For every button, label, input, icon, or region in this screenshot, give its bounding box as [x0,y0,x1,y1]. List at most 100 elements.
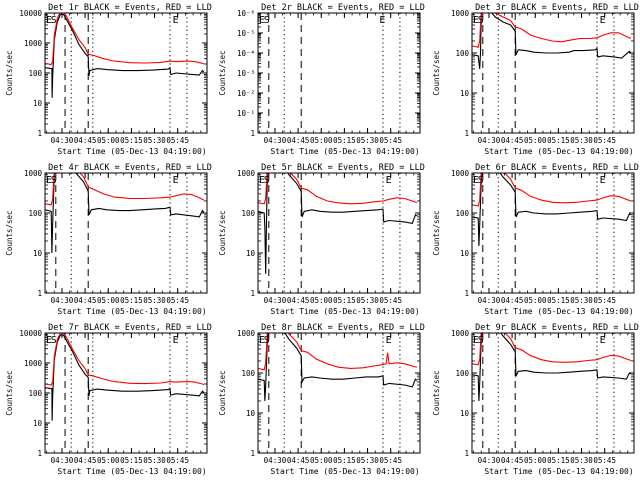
plot-frame [44,12,208,134]
x-tick-label: 04:45 [74,456,97,465]
marker-e: E [473,15,479,26]
y-tick-label: 10 [33,419,43,428]
x-tick-label: 04:45 [287,296,310,305]
x-tick-label: 05:30 [570,136,593,145]
x-tick-label: 05:30 [143,456,166,465]
plot-frame [257,12,421,134]
marker-e: E [600,175,606,186]
x-tick-label: 04:30 [264,136,287,145]
panel-title: Det 4r BLACK = Events, RED = LLD [48,163,212,173]
marker-s: S [51,335,57,346]
x-tick-label: 04:45 [501,296,524,305]
x-tick-label: 05:00 [524,136,547,145]
x-tick-label: 05:00 [310,456,333,465]
lld-series-line [258,173,418,205]
lld-series-line [258,333,418,371]
y-tick-label: 1000 [24,169,43,178]
y-axis-label: Counts/sec [5,370,14,415]
x-tick-label: 04:30 [478,296,501,305]
x-tick-label: 04:30 [264,296,287,305]
panel-det-6: Det 6r BLACK = Events, RED = LLD Counts/s… [432,163,639,316]
y-tick-label: 10 [33,99,43,108]
y-tick-label: 1 [464,449,469,458]
marker-e: E [473,335,479,346]
x-tick-label: 04:30 [51,296,74,305]
x-tick-label: 04:30 [478,456,501,465]
y-tick-label: 1000 [237,329,256,338]
x-axis-label: Start Time (05-Dec-13 04:19:00) [57,147,206,156]
x-tick-label: 05:15 [120,456,143,465]
y-tick-label: 1000 [24,359,43,368]
y-axis-label: Counts/sec [218,210,227,255]
x-tick-label: 05:15 [547,136,570,145]
x-tick-label: 05:30 [356,296,379,305]
marker-s: S [51,175,57,186]
marker-e: E [379,15,385,26]
x-tick-label: 05:30 [570,296,593,305]
y-tick-label: 100 [241,369,255,378]
y-tick-label: 1 [250,289,255,298]
y-tick-label: 100 [455,49,469,58]
x-tick-label: 05:45 [166,296,189,305]
panel-det-8: Det 8r BLACK = Events, RED = LLD Counts/s… [218,323,425,476]
y-tick-label: 10 [33,249,43,258]
marker-s: S [478,335,484,346]
y-tick-label: 1000 [451,9,470,18]
x-tick-label: 04:30 [264,456,287,465]
x-axis-label: Start Time (05-Dec-13 04:19:00) [270,147,419,156]
x-tick-label: 04:30 [478,136,501,145]
panel-det-4: Det 4r BLACK = Events, RED = LLD Counts/s… [5,163,212,316]
marker-e: E [473,175,479,186]
events-series-line [258,333,418,402]
x-axis-label: Start Time (05-Dec-13 04:19:00) [484,147,633,156]
x-tick-label: 04:45 [501,136,524,145]
y-tick-label: 100 [28,209,42,218]
x-tick-label: 05:15 [333,456,356,465]
y-axis-label: Counts/sec [432,50,441,95]
x-tick-label: 05:45 [166,136,189,145]
x-tick-label: 05:00 [310,136,333,145]
x-tick-label: 04:30 [51,456,74,465]
y-tick-label: 100 [28,389,42,398]
x-tick-label: 05:45 [166,456,189,465]
x-tick-label: 05:00 [97,456,120,465]
marker-e: E [386,335,392,346]
x-tick-label: 05:00 [524,456,547,465]
y-tick-label: 10 [246,249,256,258]
x-tick-label: 04:30 [51,136,74,145]
panel-title: Det 5r BLACK = Events, RED = LLD [261,163,425,173]
x-tick-label: 05:15 [120,296,143,305]
x-tick-label: 05:15 [547,456,570,465]
marker-e: E [46,335,52,346]
plot-frame [44,332,208,454]
y-tick-label: 10000 [19,329,42,338]
x-tick-label: 05:45 [593,136,616,145]
x-axis-label: Start Time (05-Dec-13 04:19:00) [57,467,206,476]
x-tick-label: 05:15 [547,296,570,305]
panel-det-2: Det 2r BLACK = Events, RED = LLD Counts/s… [218,3,425,156]
x-tick-label: 05:00 [524,296,547,305]
x-tick-label: 04:45 [74,136,97,145]
x-tick-label: 05:45 [379,136,402,145]
marker-e: E [600,335,606,346]
x-tick-label: 05:15 [333,136,356,145]
y-tick-label: 1000 [237,169,256,178]
panel-det-3: Det 3r BLACK = Events, RED = LLD Counts/s… [432,3,639,156]
panel-det-7: Det 7r BLACK = Events, RED = LLD Counts/s… [5,323,212,476]
y-tick-label: 10000 [19,9,42,18]
lld-series-line [472,173,632,207]
marker-e: E [173,175,179,186]
x-axis-label: Start Time (05-Dec-13 04:19:00) [270,467,419,476]
panel-title: Det 9r BLACK = Events, RED = LLD [475,323,639,333]
marker-s: S [478,175,484,186]
y-tick-label: 1000 [451,169,470,178]
y-axis-label: Counts/sec [218,370,227,415]
marker-e: E [46,175,52,186]
x-tick-label: 04:45 [287,136,310,145]
panel-det-9: Det 9r BLACK = Events, RED = LLD Counts/s… [432,323,639,476]
marker-e: E [259,15,265,26]
events-series-line [45,13,205,98]
x-tick-label: 05:30 [143,296,166,305]
plot-frame [471,12,635,134]
lld-series-line [472,13,632,48]
